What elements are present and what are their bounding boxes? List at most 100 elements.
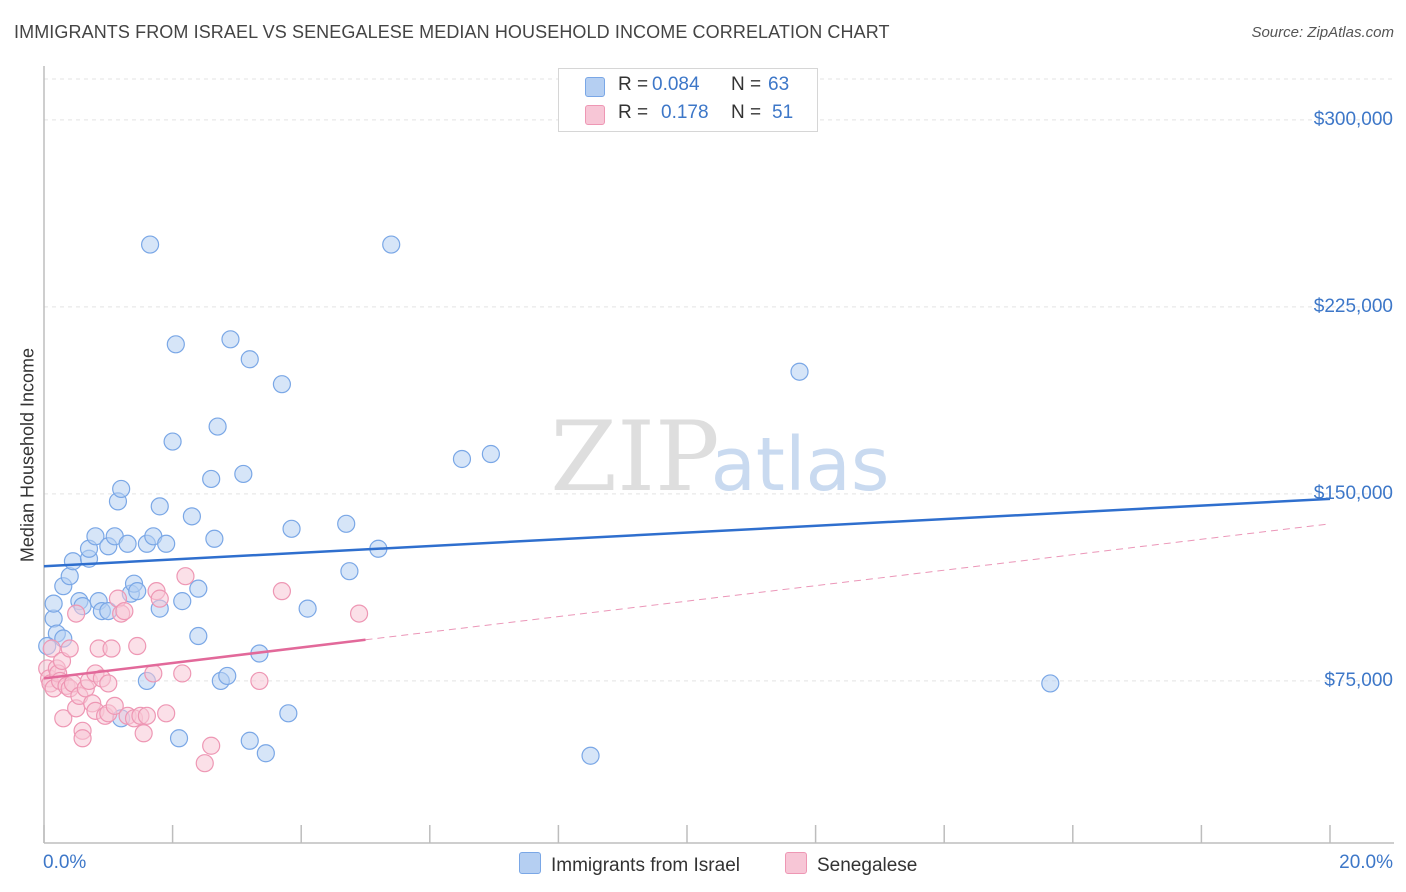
series-senegalese-points [38,567,369,773]
data-point [240,350,259,369]
data-point [234,464,253,484]
data-point [1041,674,1060,693]
legend-item-israel: Immigrants from Israel [519,852,740,877]
data-point [73,729,92,748]
data-point [118,534,137,553]
data-point [115,601,134,621]
senegalese-swatch [585,105,605,125]
data-point [169,729,189,748]
data-point [452,449,472,469]
data-point [128,636,147,656]
data-point [202,469,221,489]
watermark: ZIP atlas [550,401,889,513]
data-point [581,746,600,765]
israel-n-label: N = [731,74,762,95]
data-point [63,552,83,571]
senegalese-n-label: N = [731,102,762,123]
data-point [182,507,201,526]
data-point [298,599,317,618]
data-point [173,664,192,683]
data-point [221,330,240,349]
data-point [60,639,79,658]
trend-line-senegalese-dashed [365,523,1331,641]
data-point [140,235,160,254]
israel-swatch [585,77,605,97]
y-tick-label: $225,000 [1313,295,1393,317]
data-point [337,514,356,533]
trend-line-senegalese-solid [43,638,366,680]
x-tick-label-max: 20.0% [1339,852,1393,873]
data-point [105,696,124,715]
data-point [157,534,176,553]
israel-r-label: R = [618,74,649,95]
chart-title: IMMIGRANTS FROM ISRAEL VS SENEGALESE MED… [14,22,890,42]
data-point [272,375,292,394]
data-point [349,604,369,623]
data-point [54,709,73,728]
data-point [150,589,169,608]
data-point [790,362,809,381]
data-point [205,529,224,548]
legend-item-senegalese: Senegalese [785,852,917,877]
israel-r-value: 0.084 [652,74,700,95]
stats-row-israel: R = 0.084 N = 63 [559,74,817,98]
legend-senegalese-swatch [785,852,807,874]
data-point [189,626,208,646]
watermark-atlas: atlas [711,422,890,508]
data-point [163,432,182,451]
data-point [481,444,500,464]
data-point [208,417,227,436]
source-label: Source: ZipAtlas.com [1251,24,1394,41]
senegalese-n-value: 51 [772,102,794,123]
israel-n-value: 63 [768,74,790,95]
data-point [60,567,79,586]
data-point [279,704,298,723]
x-tick-label-min: 0.0% [43,852,87,873]
senegalese-r-value: 0.178 [661,102,709,123]
data-point [250,671,269,691]
senegalese-r-label: R = [618,102,649,123]
series-israel-points [38,235,1060,765]
legend-israel-label: Immigrants from Israel [551,855,740,876]
legend-senegalese-label: Senegalese [817,855,918,876]
data-point [99,674,118,693]
y-tick-label: $300,000 [1313,108,1393,130]
data-point [340,562,359,581]
data-point [195,754,214,773]
data-point [282,519,301,538]
data-point [137,706,156,725]
data-point [166,335,185,354]
data-point [256,744,275,763]
data-point [44,594,63,613]
stats-legend-box: R = 0.084 N = 63 R = 0.178 N = 51 [558,68,818,132]
data-point [102,639,121,658]
data-point [157,704,176,723]
data-point [134,724,153,743]
data-point [202,736,221,755]
data-points [38,235,1060,773]
data-point [150,497,169,516]
data-point [272,582,292,601]
data-point [128,582,147,601]
data-point [382,235,401,254]
watermark-zip: ZIP [550,401,719,513]
data-point [173,592,192,611]
data-point [144,664,163,683]
stats-row-senegalese: R = 0.178 N = 51 [559,102,817,126]
legend-israel-swatch [519,852,541,874]
axes [43,66,1394,844]
data-point [86,527,105,546]
data-point [240,731,259,750]
trend-line-israel [43,497,1331,568]
trend-lines [43,497,1331,680]
data-point [176,567,195,586]
y-tick-label: $150,000 [1313,482,1393,504]
y-tick-label: $75,000 [1324,669,1393,691]
data-point [218,666,237,686]
data-point [42,639,61,658]
data-point [67,604,86,623]
data-point [189,579,208,598]
data-point [112,479,131,499]
gridlines [44,78,1394,682]
